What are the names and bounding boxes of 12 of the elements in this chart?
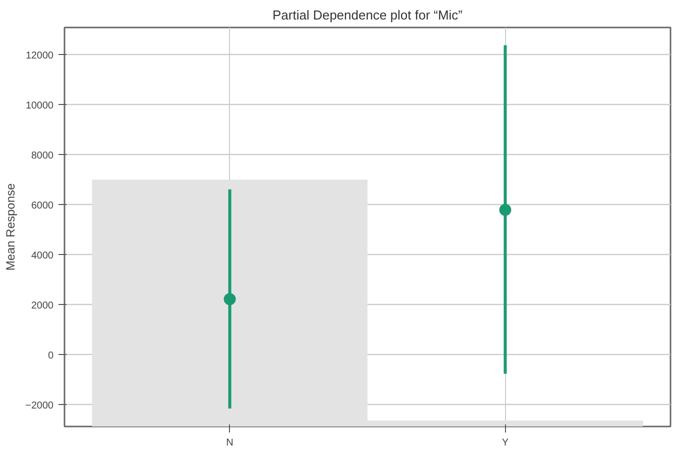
y-tick-label: 10000 <box>26 100 54 112</box>
y-tick-label: 8000 <box>31 150 54 162</box>
y-axis-title: Mean Response <box>3 182 18 271</box>
chart-title: Partial Dependence plot for “Mic” <box>272 8 463 22</box>
y-tick-label: 6000 <box>31 200 54 212</box>
x-tick-label: N <box>226 438 234 448</box>
x-tick-label: Y <box>502 438 509 448</box>
y-tick-label: 0 <box>48 350 54 362</box>
y-tick-label: −2000 <box>25 400 54 412</box>
y-tick-label: 4000 <box>31 250 54 262</box>
y-tick-label: 2000 <box>31 300 54 312</box>
y-tick-label: 12000 <box>26 50 54 62</box>
